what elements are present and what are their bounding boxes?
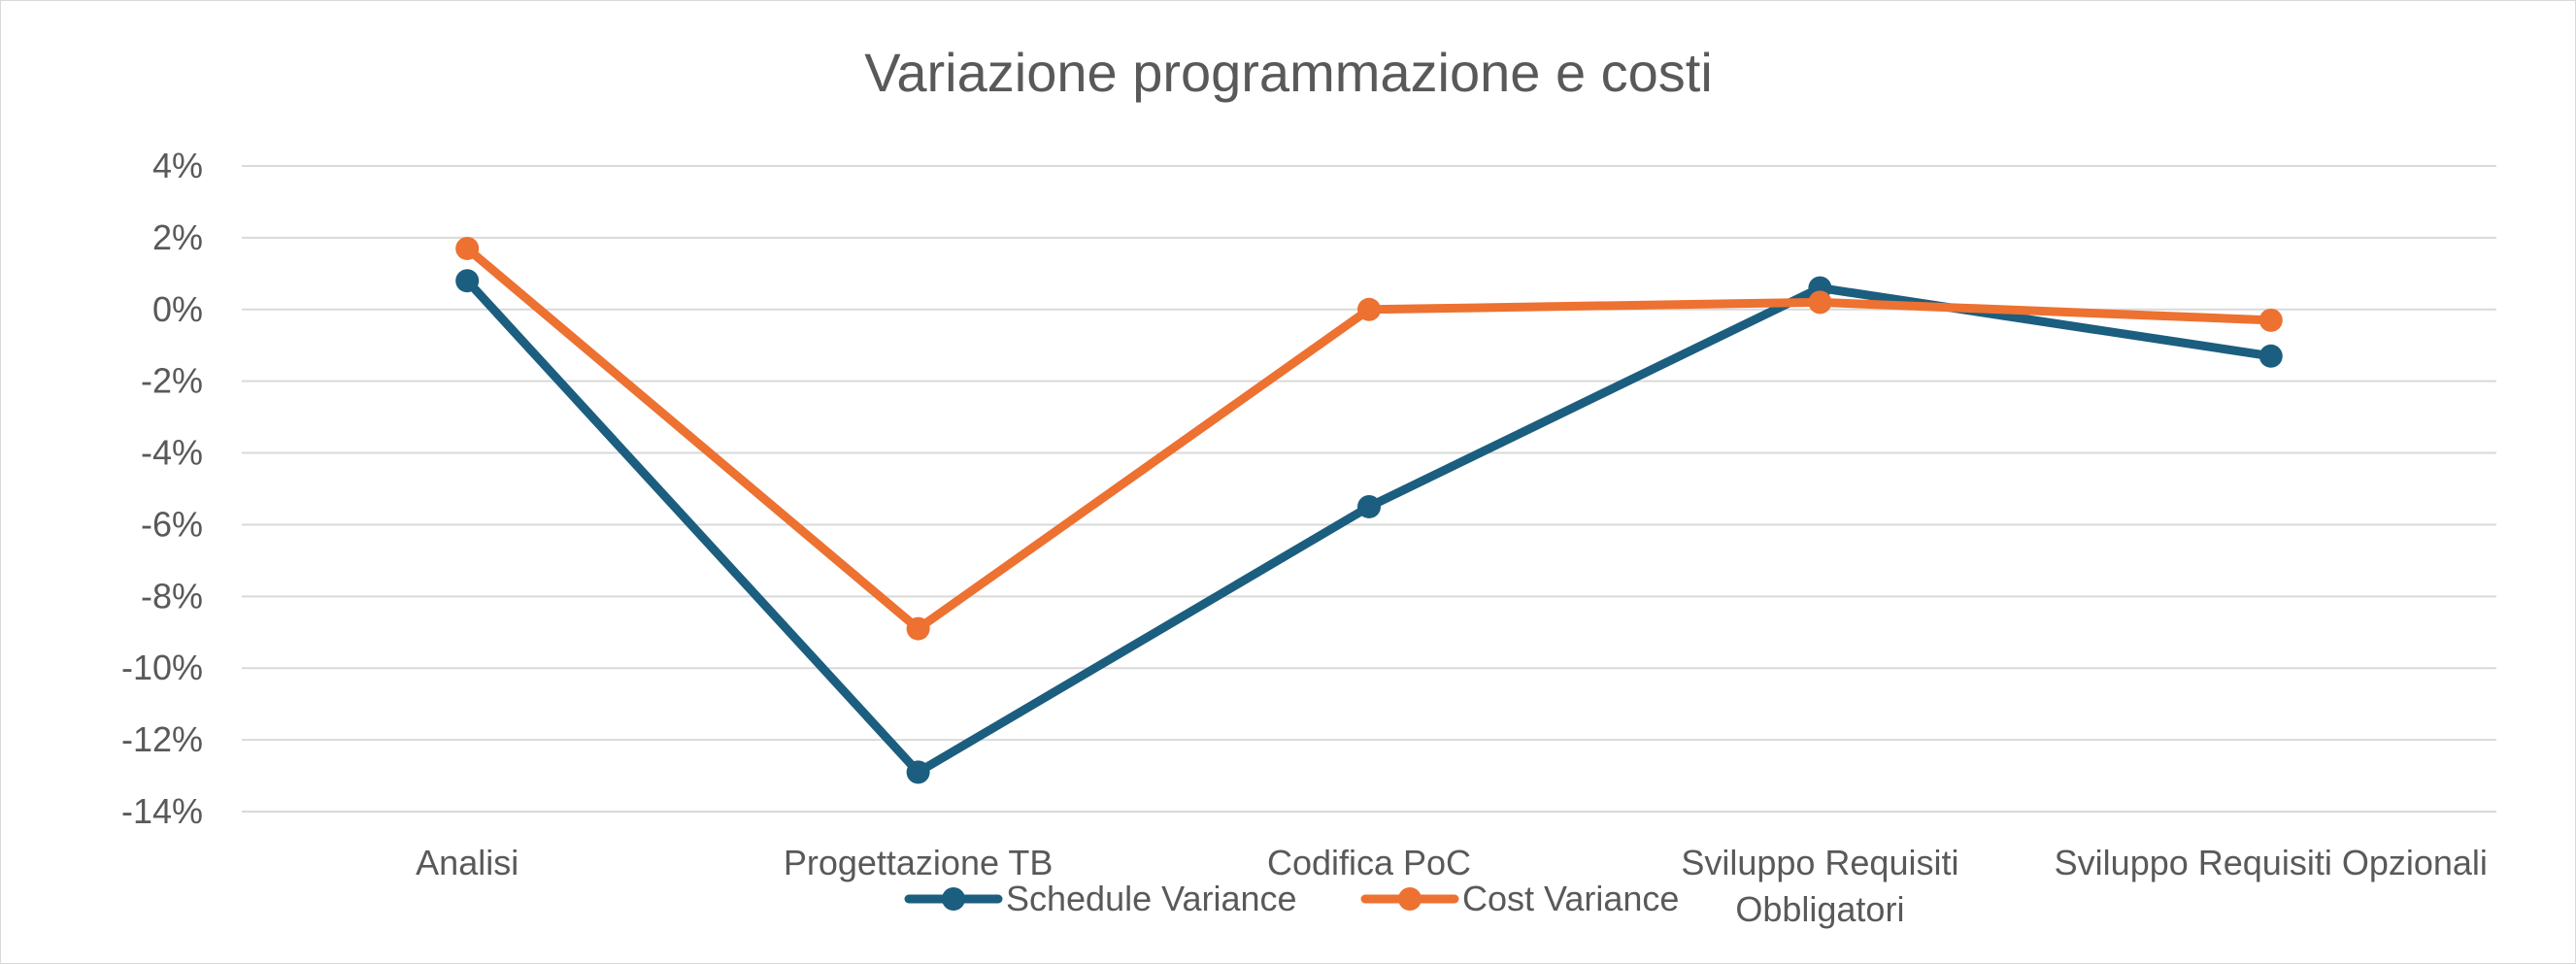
series-line — [462, 276, 2276, 777]
x-tick-label: Progettazione TB — [784, 843, 1054, 882]
series-schedule-variance — [455, 269, 2283, 784]
series-lines — [455, 236, 2283, 784]
y-tick-label: -14% — [121, 791, 203, 831]
y-tick-label: -12% — [121, 719, 203, 759]
legend-entry: Cost Variance — [1360, 879, 1679, 918]
chart-title: Variazione programmazione e costi — [864, 42, 1713, 103]
legend-swatch-marker — [942, 887, 965, 911]
y-tick-label: 0% — [152, 289, 203, 329]
y-tick-label: -10% — [121, 648, 203, 687]
legend-swatch-marker — [1398, 887, 1422, 911]
x-tick-label: Codifica PoC — [1267, 843, 1471, 882]
x-tick-label: Sviluppo Requisiti Opzionali — [2055, 843, 2488, 882]
data-point — [455, 269, 480, 293]
data-point — [455, 236, 480, 260]
data-point — [1357, 297, 1381, 321]
legend-label: Schedule Variance — [1006, 879, 1297, 918]
legend-label: Cost Variance — [1462, 879, 1679, 918]
data-point — [1808, 290, 1832, 315]
y-tick-label: -6% — [141, 504, 203, 544]
y-tick-label: 2% — [152, 217, 203, 257]
y-tick-label: -2% — [141, 361, 203, 401]
y-tick-label: -8% — [141, 576, 203, 615]
legend-entry: Schedule Variance — [904, 879, 1297, 918]
gridlines — [242, 165, 2496, 813]
y-axis-tick-labels: 4% 2% 0% -2% -4% -6% -8% -10% -12% -14% — [121, 146, 203, 831]
data-point — [2258, 308, 2283, 332]
x-tick-label: Sviluppo Requisiti Obbligatori — [1681, 843, 1958, 929]
x-axis-tick-labels: Analisi Progettazione TB Codifica PoC Svilu… — [416, 843, 2488, 929]
series-cost-variance — [455, 236, 2283, 641]
data-point — [1357, 494, 1381, 518]
x-tick-label: Analisi — [416, 843, 519, 882]
y-tick-label: -4% — [141, 433, 203, 473]
data-point — [2258, 344, 2283, 368]
legend: Schedule Variance Cost Variance — [904, 879, 1679, 918]
y-tick-label: 4% — [152, 146, 203, 185]
data-point — [906, 616, 930, 641]
data-point — [906, 760, 930, 784]
